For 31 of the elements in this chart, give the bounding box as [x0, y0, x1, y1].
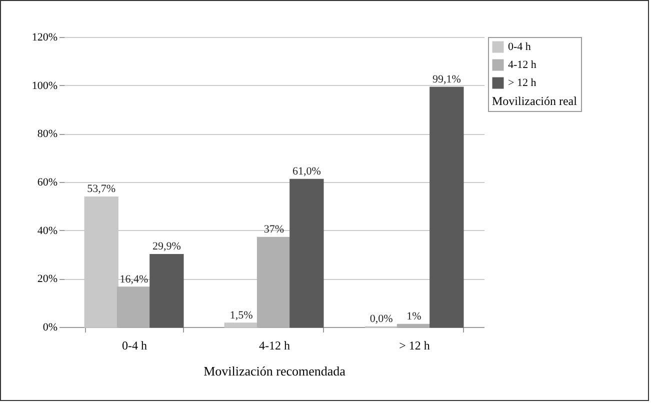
- y-tick-label: 80%: [37, 128, 58, 140]
- data-label: 16,4%: [120, 273, 148, 286]
- data-label: 61,0%: [292, 166, 321, 178]
- bar: [396, 324, 432, 328]
- y-tick-label: 40%: [37, 224, 58, 237]
- y-tick-label: 20%: [37, 273, 58, 286]
- bar: [430, 86, 464, 328]
- x-tick-label: > 12 h: [399, 338, 430, 352]
- legend-label: 0-4 h: [508, 41, 532, 53]
- bar: [116, 286, 152, 328]
- legend-label: 4-12 h: [508, 59, 537, 71]
- bar: [256, 236, 292, 328]
- bar: [290, 178, 324, 328]
- x-tick-label: 0-4 h: [122, 338, 147, 352]
- bar: [150, 254, 184, 328]
- y-tick-label: 0%: [42, 322, 58, 334]
- x-axis-title: Movilización recomendada: [204, 364, 346, 378]
- data-label: 53,7%: [87, 183, 116, 196]
- y-tick-label: 100%: [32, 80, 58, 92]
- legend-label: > 12 h: [508, 77, 537, 89]
- bar: [224, 322, 258, 328]
- data-label: 29,9%: [152, 240, 181, 253]
- data-label: 37%: [264, 224, 284, 236]
- data-label: 1,5%: [230, 309, 253, 322]
- y-tick-label: 120%: [32, 32, 58, 44]
- x-tick-label: 4-12 h: [259, 338, 290, 352]
- data-label: 99,1%: [432, 74, 461, 86]
- legend-title: Movilización real: [492, 94, 578, 108]
- data-label: 1%: [406, 310, 422, 323]
- y-tick-label: 60%: [37, 176, 58, 188]
- data-label: 0,0%: [370, 313, 393, 325]
